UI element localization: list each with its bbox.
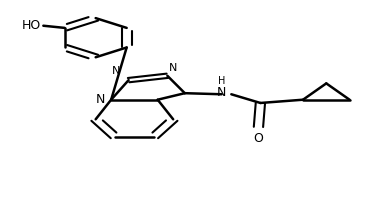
Text: N: N <box>217 86 226 99</box>
Text: N: N <box>96 93 105 106</box>
Text: O: O <box>254 132 263 145</box>
Text: N: N <box>112 66 120 76</box>
Text: H: H <box>218 76 225 86</box>
Text: N: N <box>168 63 177 73</box>
Text: HO: HO <box>22 19 41 32</box>
